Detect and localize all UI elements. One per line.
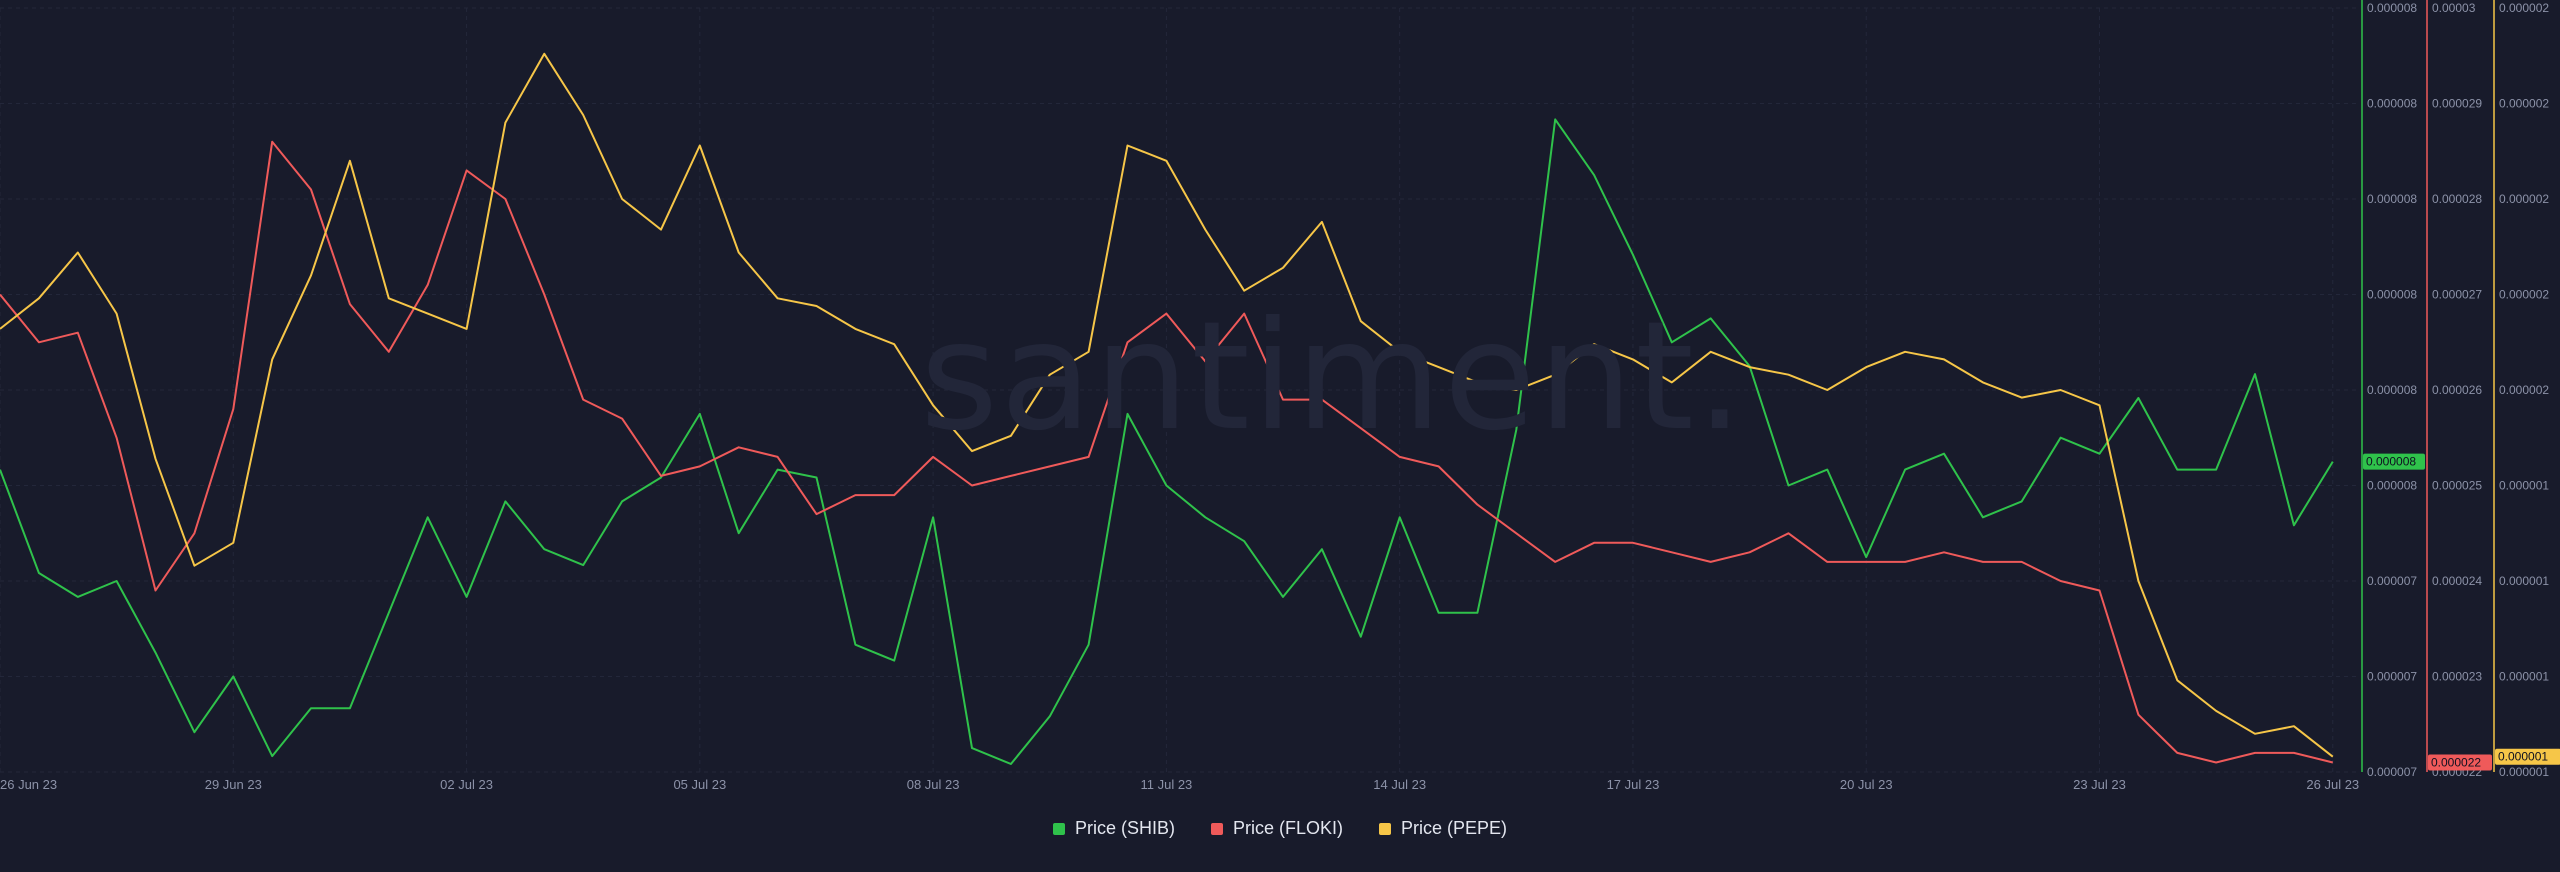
- santiment-watermark: santiment.: [920, 290, 1746, 464]
- y-tick-label-shib: 0.000007: [2367, 670, 2417, 684]
- y-tick-label-pepe: 0.000002: [2499, 288, 2549, 302]
- x-tick-label: 29 Jun 23: [205, 777, 262, 792]
- legend-label-shib: Price (SHIB): [1074, 818, 1175, 838]
- y-tick-label-shib: 0.000008: [2367, 192, 2417, 206]
- y-tick-label-pepe: 0.000001: [2499, 765, 2549, 779]
- x-tick-label: 26 Jun 23: [0, 777, 57, 792]
- y-tick-label-shib: 0.000008: [2367, 288, 2417, 302]
- y-tick-label-shib: 0.000007: [2367, 765, 2417, 779]
- y-tick-label-pepe: 0.000002: [2499, 383, 2549, 397]
- y-tick-label-pepe: 0.000002: [2499, 1, 2549, 15]
- x-tick-label: 05 Jul 23: [673, 777, 726, 792]
- y-tick-label-pepe: 0.000002: [2499, 97, 2549, 111]
- legend-swatch-shib: [1052, 822, 1065, 835]
- y-tick-label-pepe: 0.000001: [2499, 574, 2549, 588]
- chart-legend: Price (SHIB) Price (FLOKI) Price (PEPE): [0, 818, 2560, 839]
- legend-label-floki: Price (FLOKI): [1232, 818, 1343, 838]
- y-tick-label-floki: 0.000024: [2432, 574, 2482, 588]
- legend-item-shib[interactable]: Price (SHIB): [1052, 818, 1175, 839]
- x-tick-label: 08 Jul 23: [907, 777, 960, 792]
- y-tick-label-shib: 0.000008: [2367, 383, 2417, 397]
- x-tick-label: 20 Jul 23: [1840, 777, 1893, 792]
- current-value-label-pepe: 0.000001: [2498, 750, 2548, 764]
- current-value-label-shib: 0.000008: [2366, 455, 2416, 469]
- current-value-badge-floki: [2428, 754, 2492, 771]
- y-tick-label-floki: 0.00003: [2432, 1, 2476, 15]
- series-line-price-shib: [0, 118, 2334, 765]
- legend-item-pepe[interactable]: Price (PEPE): [1379, 818, 1507, 839]
- x-tick-label: 02 Jul 23: [440, 777, 493, 792]
- x-tick-label: 11 Jul 23: [1140, 777, 1192, 792]
- y-tick-label-floki: 0.000027: [2432, 288, 2482, 302]
- x-tick-label: 14 Jul 23: [1373, 777, 1426, 792]
- current-value-badge-pepe: [2495, 748, 2560, 765]
- y-tick-label-shib: 0.000007: [2367, 574, 2417, 588]
- y-tick-label-floki: 0.000026: [2432, 383, 2482, 397]
- y-tick-label-shib: 0.000008: [2367, 479, 2417, 493]
- x-tick-label: 17 Jul 23: [1607, 777, 1660, 792]
- y-tick-label-floki: 0.000023: [2432, 670, 2482, 684]
- series-line-price-pepe: [0, 52, 2334, 758]
- legend-label-pepe: Price (PEPE): [1401, 818, 1508, 838]
- legend-swatch-floki: [1210, 822, 1223, 835]
- current-value-badge-shib: [2363, 453, 2425, 470]
- y-tick-label-floki: 0.000028: [2432, 192, 2482, 206]
- y-tick-label-floki: 0.000025: [2432, 479, 2482, 493]
- legend-swatch-pepe: [1379, 822, 1391, 835]
- y-tick-label-pepe: 0.000001: [2499, 479, 2549, 493]
- current-value-label-floki: 0.000022: [2431, 755, 2481, 769]
- y-tick-label-pepe: 0.000001: [2499, 670, 2549, 684]
- series-line-price-floki: [0, 140, 2334, 764]
- y-tick-label-shib: 0.000008: [2367, 1, 2417, 15]
- x-tick-label: 23 Jul 23: [2073, 777, 2126, 792]
- y-tick-label-pepe: 0.000002: [2499, 192, 2549, 206]
- y-tick-label-shib: 0.000008: [2367, 97, 2417, 111]
- y-tick-label-floki: 0.000029: [2432, 97, 2482, 111]
- x-tick-label: 26 Jul 23: [2306, 777, 2359, 792]
- legend-item-floki[interactable]: Price (FLOKI): [1210, 818, 1343, 839]
